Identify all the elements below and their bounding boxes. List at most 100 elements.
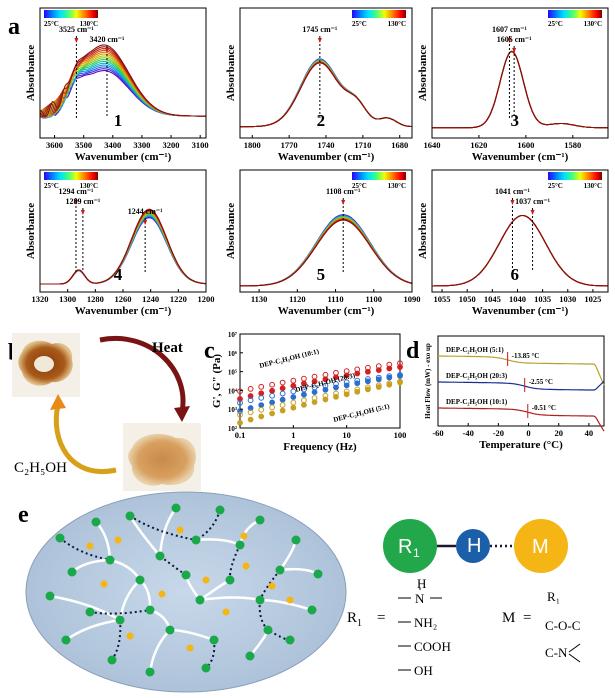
ftir-curves-6	[432, 214, 608, 287]
rheo-yticklabel-3: 10⁵	[228, 369, 237, 377]
ftir-annot-2-0: 1745 cm⁻¹	[302, 25, 337, 34]
rheo-xticklabel-0: 0.1	[235, 430, 246, 440]
ftir-ticklabel-6-3: 1040	[509, 294, 526, 304]
ftir-series-2-14	[240, 62, 412, 128]
rheo-point-4-1	[247, 409, 254, 416]
ftir-number-5: 5	[317, 265, 326, 284]
ftir-xlabel-2: Wavenumber (cm⁻¹)	[278, 151, 375, 163]
ftir-annot-4-2: 1244 cm⁻¹	[128, 207, 163, 216]
ftir-ticklabel-2-3: 1710	[354, 140, 371, 150]
rheo-point-1-11	[354, 370, 361, 377]
network-node-green-3	[85, 607, 95, 617]
rheo-point-1-15	[397, 364, 403, 370]
rheo-point-5-0	[237, 419, 243, 426]
ftir-series-4-4	[40, 214, 206, 285]
ftir-panel-6: 1055 1050 1045 1040 1035 1030 1025 Wavenumber (…	[417, 169, 609, 317]
rheo-point-0-1	[247, 386, 254, 392]
ftir-series-3-14	[432, 50, 608, 129]
ftir-xlabel-4: Wavenumber (cm⁻¹)	[75, 305, 172, 317]
network-link-18	[129, 515, 197, 541]
colorbar-max-6: 130°C	[584, 182, 602, 190]
network-node-yellow-11	[240, 532, 248, 540]
ftir-series-2-0	[240, 58, 412, 128]
colorbar-min-6: 25°C	[548, 182, 563, 190]
m-option-cn-bond-down	[568, 653, 581, 663]
ftir-series-3-11	[432, 50, 608, 129]
ftir-annot-1-0: 3525 cm⁻¹	[59, 25, 94, 34]
rheo-xticklabel-3: 100	[394, 430, 407, 440]
ftir-number-1: 1	[114, 111, 123, 130]
ftir-number-2: 2	[317, 111, 326, 130]
network-node-yellow-3	[158, 590, 166, 598]
network-link-30	[228, 544, 241, 581]
rheo-point-1-9	[333, 374, 339, 381]
panel-label-c: c	[204, 338, 215, 364]
rheo-point-3-12	[364, 378, 371, 385]
ftir-ticklabel-5-4: 1090	[404, 294, 421, 304]
network-link-5	[49, 594, 121, 622]
ftir-ticklabel-3-2: 1600	[517, 140, 534, 150]
rheo-point-1-3	[269, 387, 276, 394]
dsc-series-2	[438, 407, 605, 432]
r1-option-oh: OH	[414, 663, 433, 678]
rheo-point-4-4	[279, 402, 286, 408]
ftir-ticklabel-1-5: 3100	[192, 140, 209, 150]
ftir-xlabel-6: Wavenumber (cm⁻¹)	[472, 305, 569, 317]
panel-label-e: e	[18, 502, 29, 528]
network-node-green-12	[291, 535, 301, 545]
ftir-series-5-14	[240, 219, 412, 287]
ftir-series-4-12	[40, 209, 206, 285]
ftir-ticklabel-3-3: 1580	[564, 140, 581, 150]
ftir-series-4-8	[40, 212, 206, 285]
dsc-xlabel: Temperature (°C)	[479, 439, 563, 451]
ftir-frame-5	[239, 169, 413, 293]
network-node-green-22	[195, 595, 205, 605]
ftir-annot-3-0: 1607 cm⁻¹	[492, 25, 527, 34]
ftir-series-6-3	[432, 214, 608, 287]
ftir-series-2-8	[240, 60, 412, 128]
ftir-series-6-12	[432, 214, 608, 287]
panel-e: R 1 H M R1 = H N NH₂ COOH OH M = R₁ C-O-…	[25, 491, 581, 693]
rheo-point-3-5	[290, 394, 297, 401]
network-node-green-0	[55, 533, 65, 543]
rheo-point-2-2	[258, 394, 265, 401]
rheo-point-3-2	[258, 402, 265, 409]
network-node-green-2	[45, 591, 55, 601]
network-node-green-11	[313, 569, 323, 579]
dsc-series-0	[438, 355, 605, 386]
rheo-xticklabel-1: 1	[291, 430, 295, 440]
ftir-frame-6	[431, 169, 609, 293]
ftir-series-6-5	[432, 214, 608, 287]
network-node-green-15	[171, 503, 181, 513]
rheo-point-5-6	[301, 401, 307, 408]
network-node-green-32	[181, 570, 191, 580]
ethanol-arrow	[53, 404, 117, 474]
network-node-green-10	[307, 605, 317, 615]
ftir-annot-arrow-4-2	[143, 220, 148, 225]
ftir-series-1-11	[40, 49, 206, 118]
rheo-point-5-2	[258, 413, 265, 420]
ftir-annot-1-1: 3420 cm⁻¹	[90, 35, 125, 44]
rheo-point-1-8	[322, 376, 329, 383]
dsc-xticklabel-4: 20	[554, 428, 563, 438]
network-ellipse	[25, 491, 347, 693]
network-node-yellow-12	[176, 526, 184, 534]
rheo-point-1-4	[279, 385, 286, 392]
ftir-number-6: 6	[510, 265, 519, 284]
h-circle-label: H	[467, 535, 481, 557]
sample-hole	[34, 356, 54, 372]
colorbar-min-4: 25°C	[44, 182, 59, 190]
ftir-series-6-9	[432, 214, 608, 287]
network-node-green-16	[125, 511, 135, 521]
ftir-series-4-9	[40, 211, 206, 285]
panel-label-a: a	[8, 14, 20, 40]
network-node-green-17	[91, 517, 101, 527]
network-node-green-23	[225, 575, 235, 585]
network-node-green-19	[135, 575, 145, 585]
network-node-yellow-0	[86, 542, 94, 550]
rheo-yticklabel-1: 10³	[228, 406, 237, 414]
rheo-point-1-13	[375, 367, 382, 374]
rheo-point-5-10	[343, 391, 350, 398]
ftir-ticklabel-6-6: 1025	[584, 294, 601, 304]
rheo-point-5-3	[269, 410, 276, 417]
